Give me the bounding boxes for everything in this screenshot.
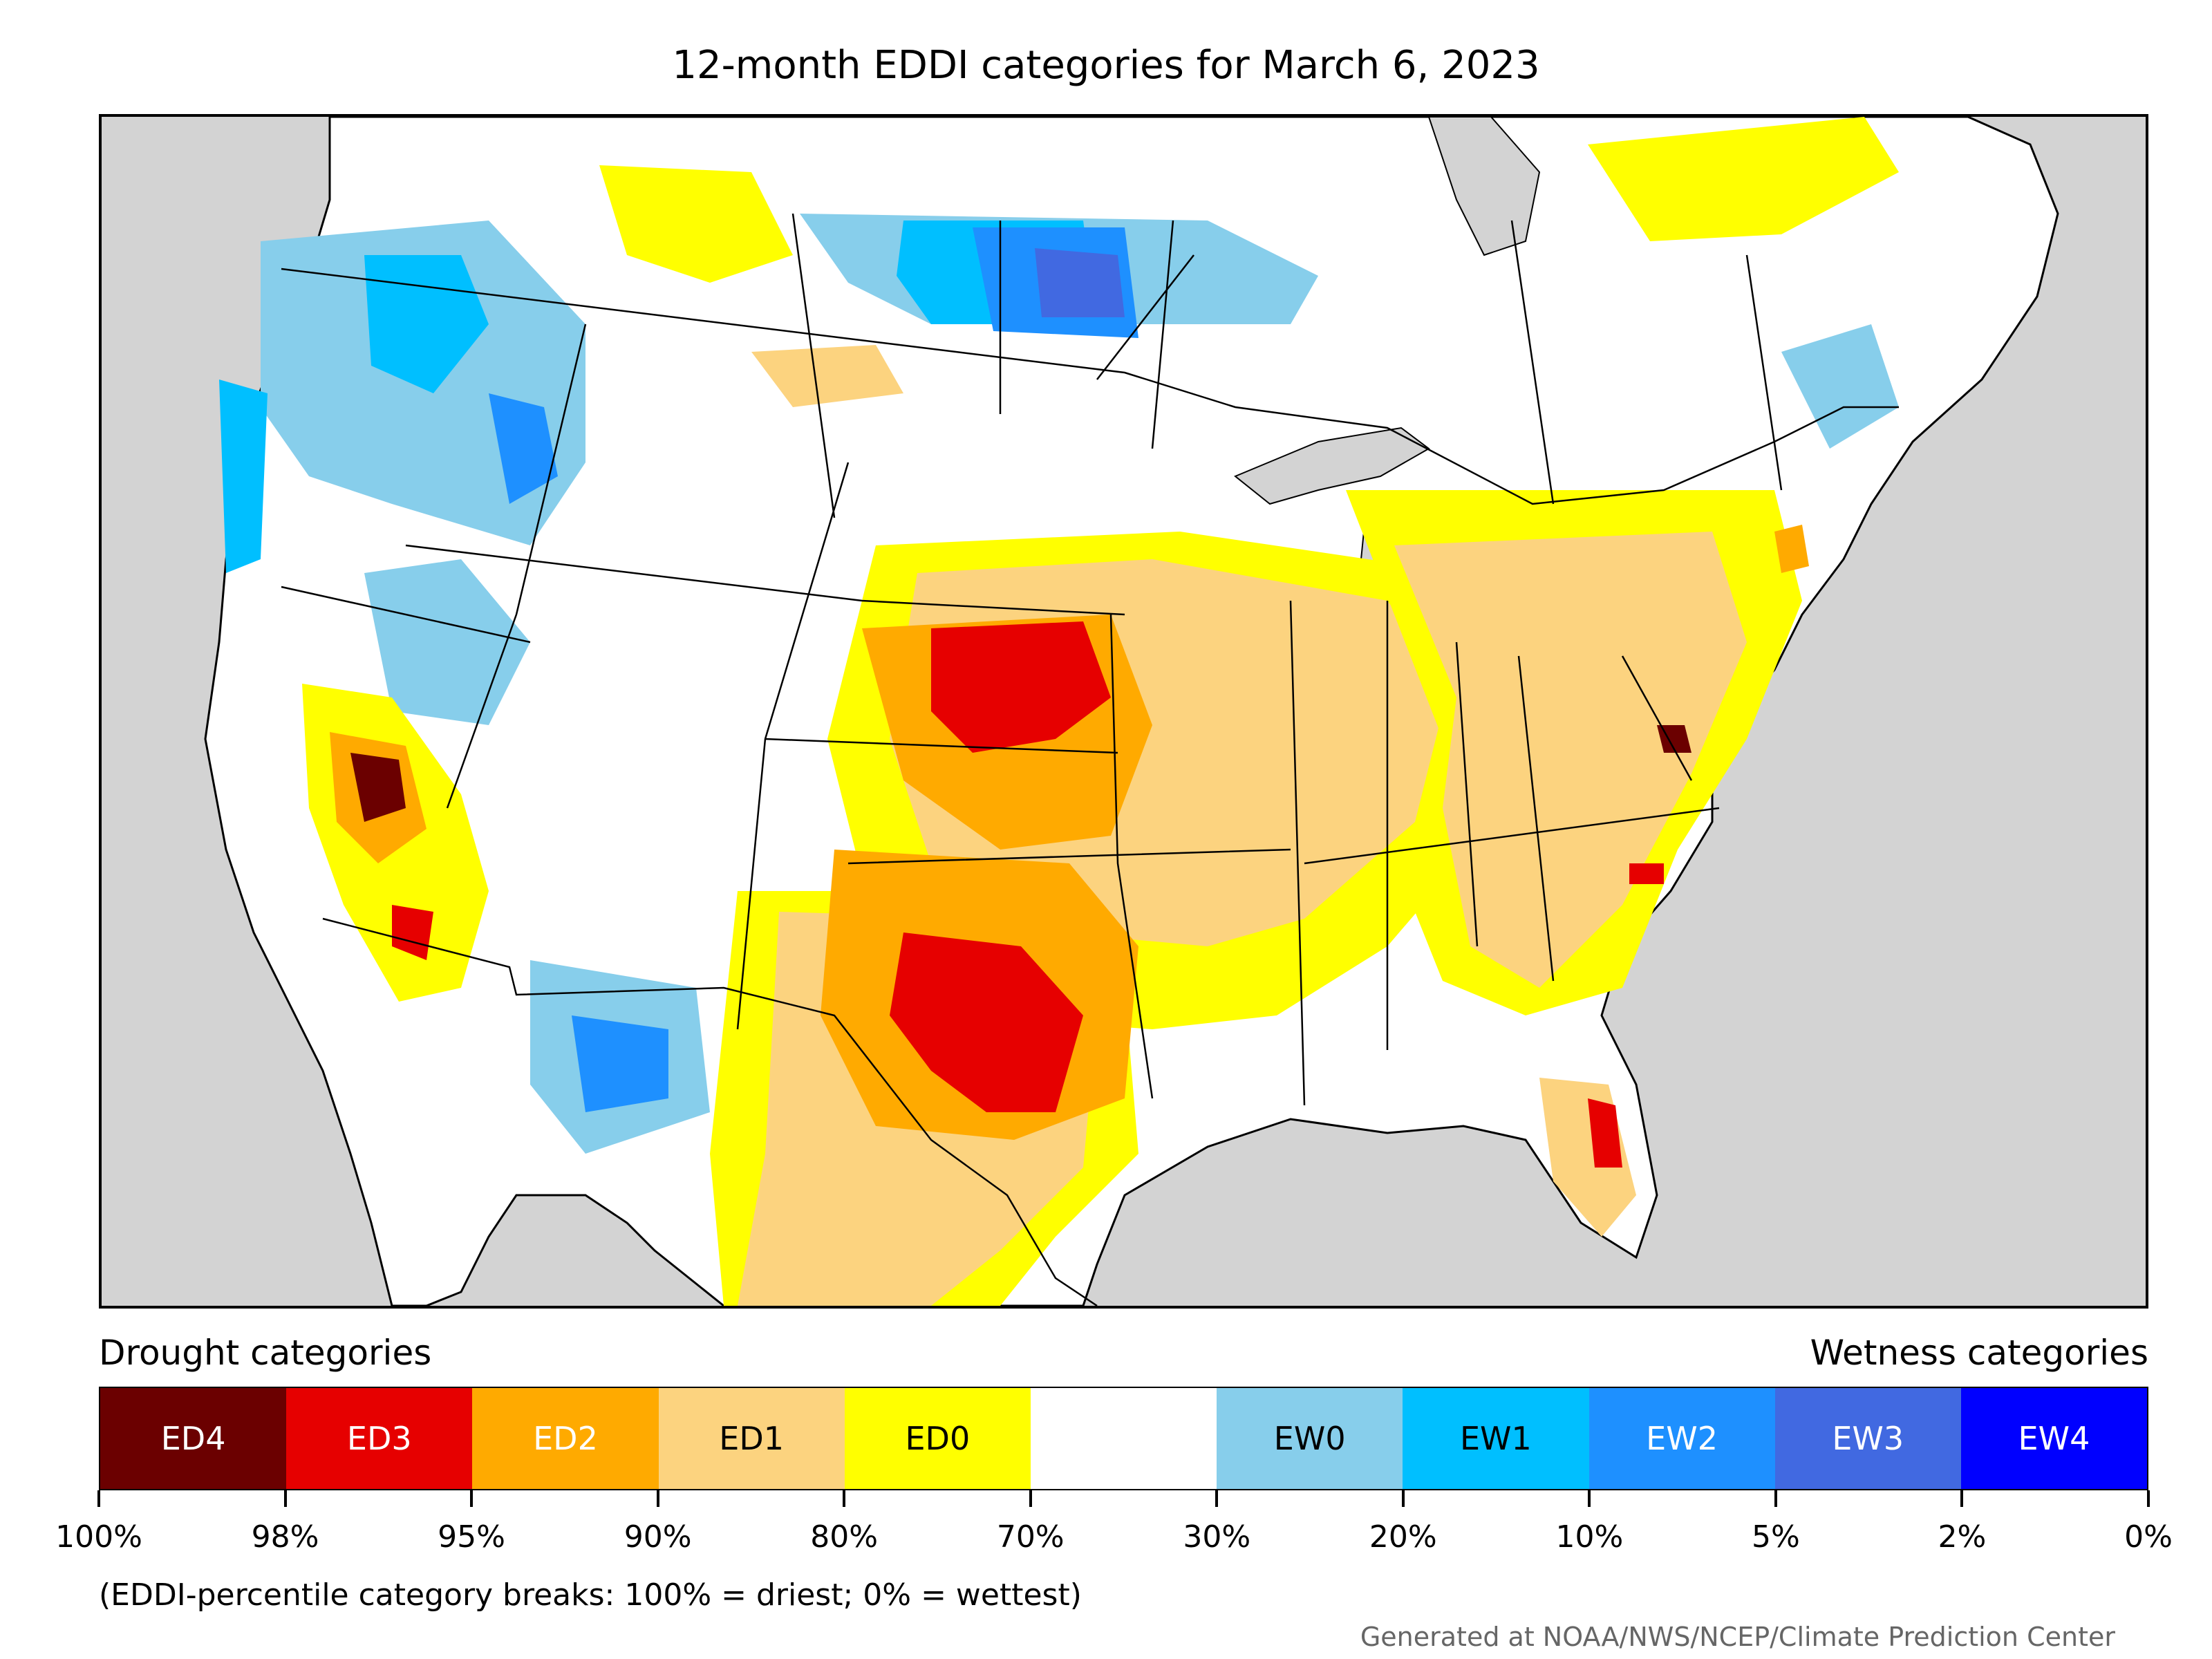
- region-east-ed1: [1394, 532, 1747, 988]
- us-canada-border: [281, 268, 1899, 505]
- region-florida-ed3: [1588, 1098, 1622, 1168]
- region-canada2-ed1: [751, 345, 903, 407]
- tick-label: 100%: [55, 1519, 142, 1555]
- tick-mark: [1401, 1490, 1405, 1507]
- lake-superior: [1234, 427, 1430, 505]
- region-pnw-ew1: [364, 255, 489, 393]
- tick-mark: [1215, 1490, 1219, 1507]
- region-quebec-ed0: [1588, 117, 1899, 241]
- tick-mark: [283, 1490, 287, 1507]
- tick-mark: [1029, 1490, 1032, 1507]
- borders: [281, 213, 1899, 1306]
- category-ed4: ED4: [100, 1388, 287, 1489]
- region-ne-ed2: [1774, 525, 1809, 573]
- tick-label: 98%: [251, 1519, 319, 1555]
- tick-label: 80%: [810, 1519, 879, 1555]
- map-title: 12-month EDDI categories for March 6, 20…: [672, 43, 1540, 88]
- region-nebraska-ed3: [931, 621, 1111, 753]
- colorbar-ticks: 100% 98% 95% 90% 80% 70% 30% 20% 10% 5% 2% 0%: [55, 1490, 2173, 1573]
- wetness-regions: [219, 214, 1899, 1154]
- tick-mark: [2147, 1490, 2150, 1507]
- category-normal: [1030, 1388, 1217, 1489]
- tick-mark: [470, 1490, 474, 1507]
- region-sw-ew2: [572, 1015, 668, 1112]
- region-ne-ew0: [1781, 324, 1899, 449]
- category-ed0: ED0: [844, 1388, 1031, 1489]
- region-canada-ed0: [599, 165, 793, 283]
- category-colorbar: ED4 ED3 ED2 ED1 ED0 EW0 EW1 EW2 EW3 EW4: [99, 1387, 2148, 1490]
- tick-label: 2%: [1938, 1519, 1987, 1555]
- tick-label: 0%: [2124, 1519, 2173, 1555]
- drought-categories-label: Drought categories: [99, 1333, 432, 1373]
- tick-mark: [1960, 1490, 1964, 1507]
- eddi-map: [99, 114, 2148, 1309]
- tick-label: 70%: [996, 1519, 1065, 1555]
- region-ew3: [1035, 248, 1125, 317]
- tick-label: 30%: [1183, 1519, 1251, 1555]
- region-socal-ed3: [392, 905, 433, 960]
- category-ed3: ED3: [286, 1388, 473, 1489]
- category-ew3: EW3: [1774, 1388, 1961, 1489]
- tick-mark: [843, 1490, 846, 1507]
- credit-text: Generated at NOAA/NWS/NCEP/Climate Predi…: [1360, 1622, 2115, 1652]
- tick-mark: [656, 1490, 659, 1507]
- region-pnw-ew2: [489, 393, 558, 504]
- drought-regions: [302, 117, 1899, 1306]
- tick-label: 90%: [624, 1519, 692, 1555]
- tick-label: 10%: [1555, 1519, 1624, 1555]
- category-ew1: EW1: [1403, 1388, 1589, 1489]
- region-coast-ew1: [219, 379, 268, 573]
- wetness-categories-label: Wetness categories: [1810, 1333, 2148, 1373]
- category-breaks-note: (EDDI-percentile category breaks: 100% =…: [99, 1577, 1082, 1613]
- tick-label: 5%: [1752, 1519, 1800, 1555]
- category-ew0: EW0: [1217, 1388, 1403, 1489]
- region-nc-ed3: [1629, 863, 1664, 884]
- state-borders: [281, 213, 1783, 1106]
- region-ca-ed4: [350, 753, 406, 822]
- category-ew4: EW4: [1960, 1388, 2148, 1489]
- category-ed2: ED2: [472, 1388, 659, 1489]
- tick-label: 20%: [1369, 1519, 1437, 1555]
- us-mexico-border: [322, 917, 1098, 1306]
- tick-mark: [97, 1490, 100, 1507]
- tick-label: 95%: [438, 1519, 505, 1555]
- category-ed1: ED1: [658, 1388, 845, 1489]
- category-ew2: EW2: [1588, 1388, 1775, 1489]
- region-nv-ew0: [364, 559, 530, 725]
- tick-mark: [1588, 1490, 1591, 1507]
- tick-mark: [1774, 1490, 1777, 1507]
- region-texas-ed3: [890, 932, 1083, 1112]
